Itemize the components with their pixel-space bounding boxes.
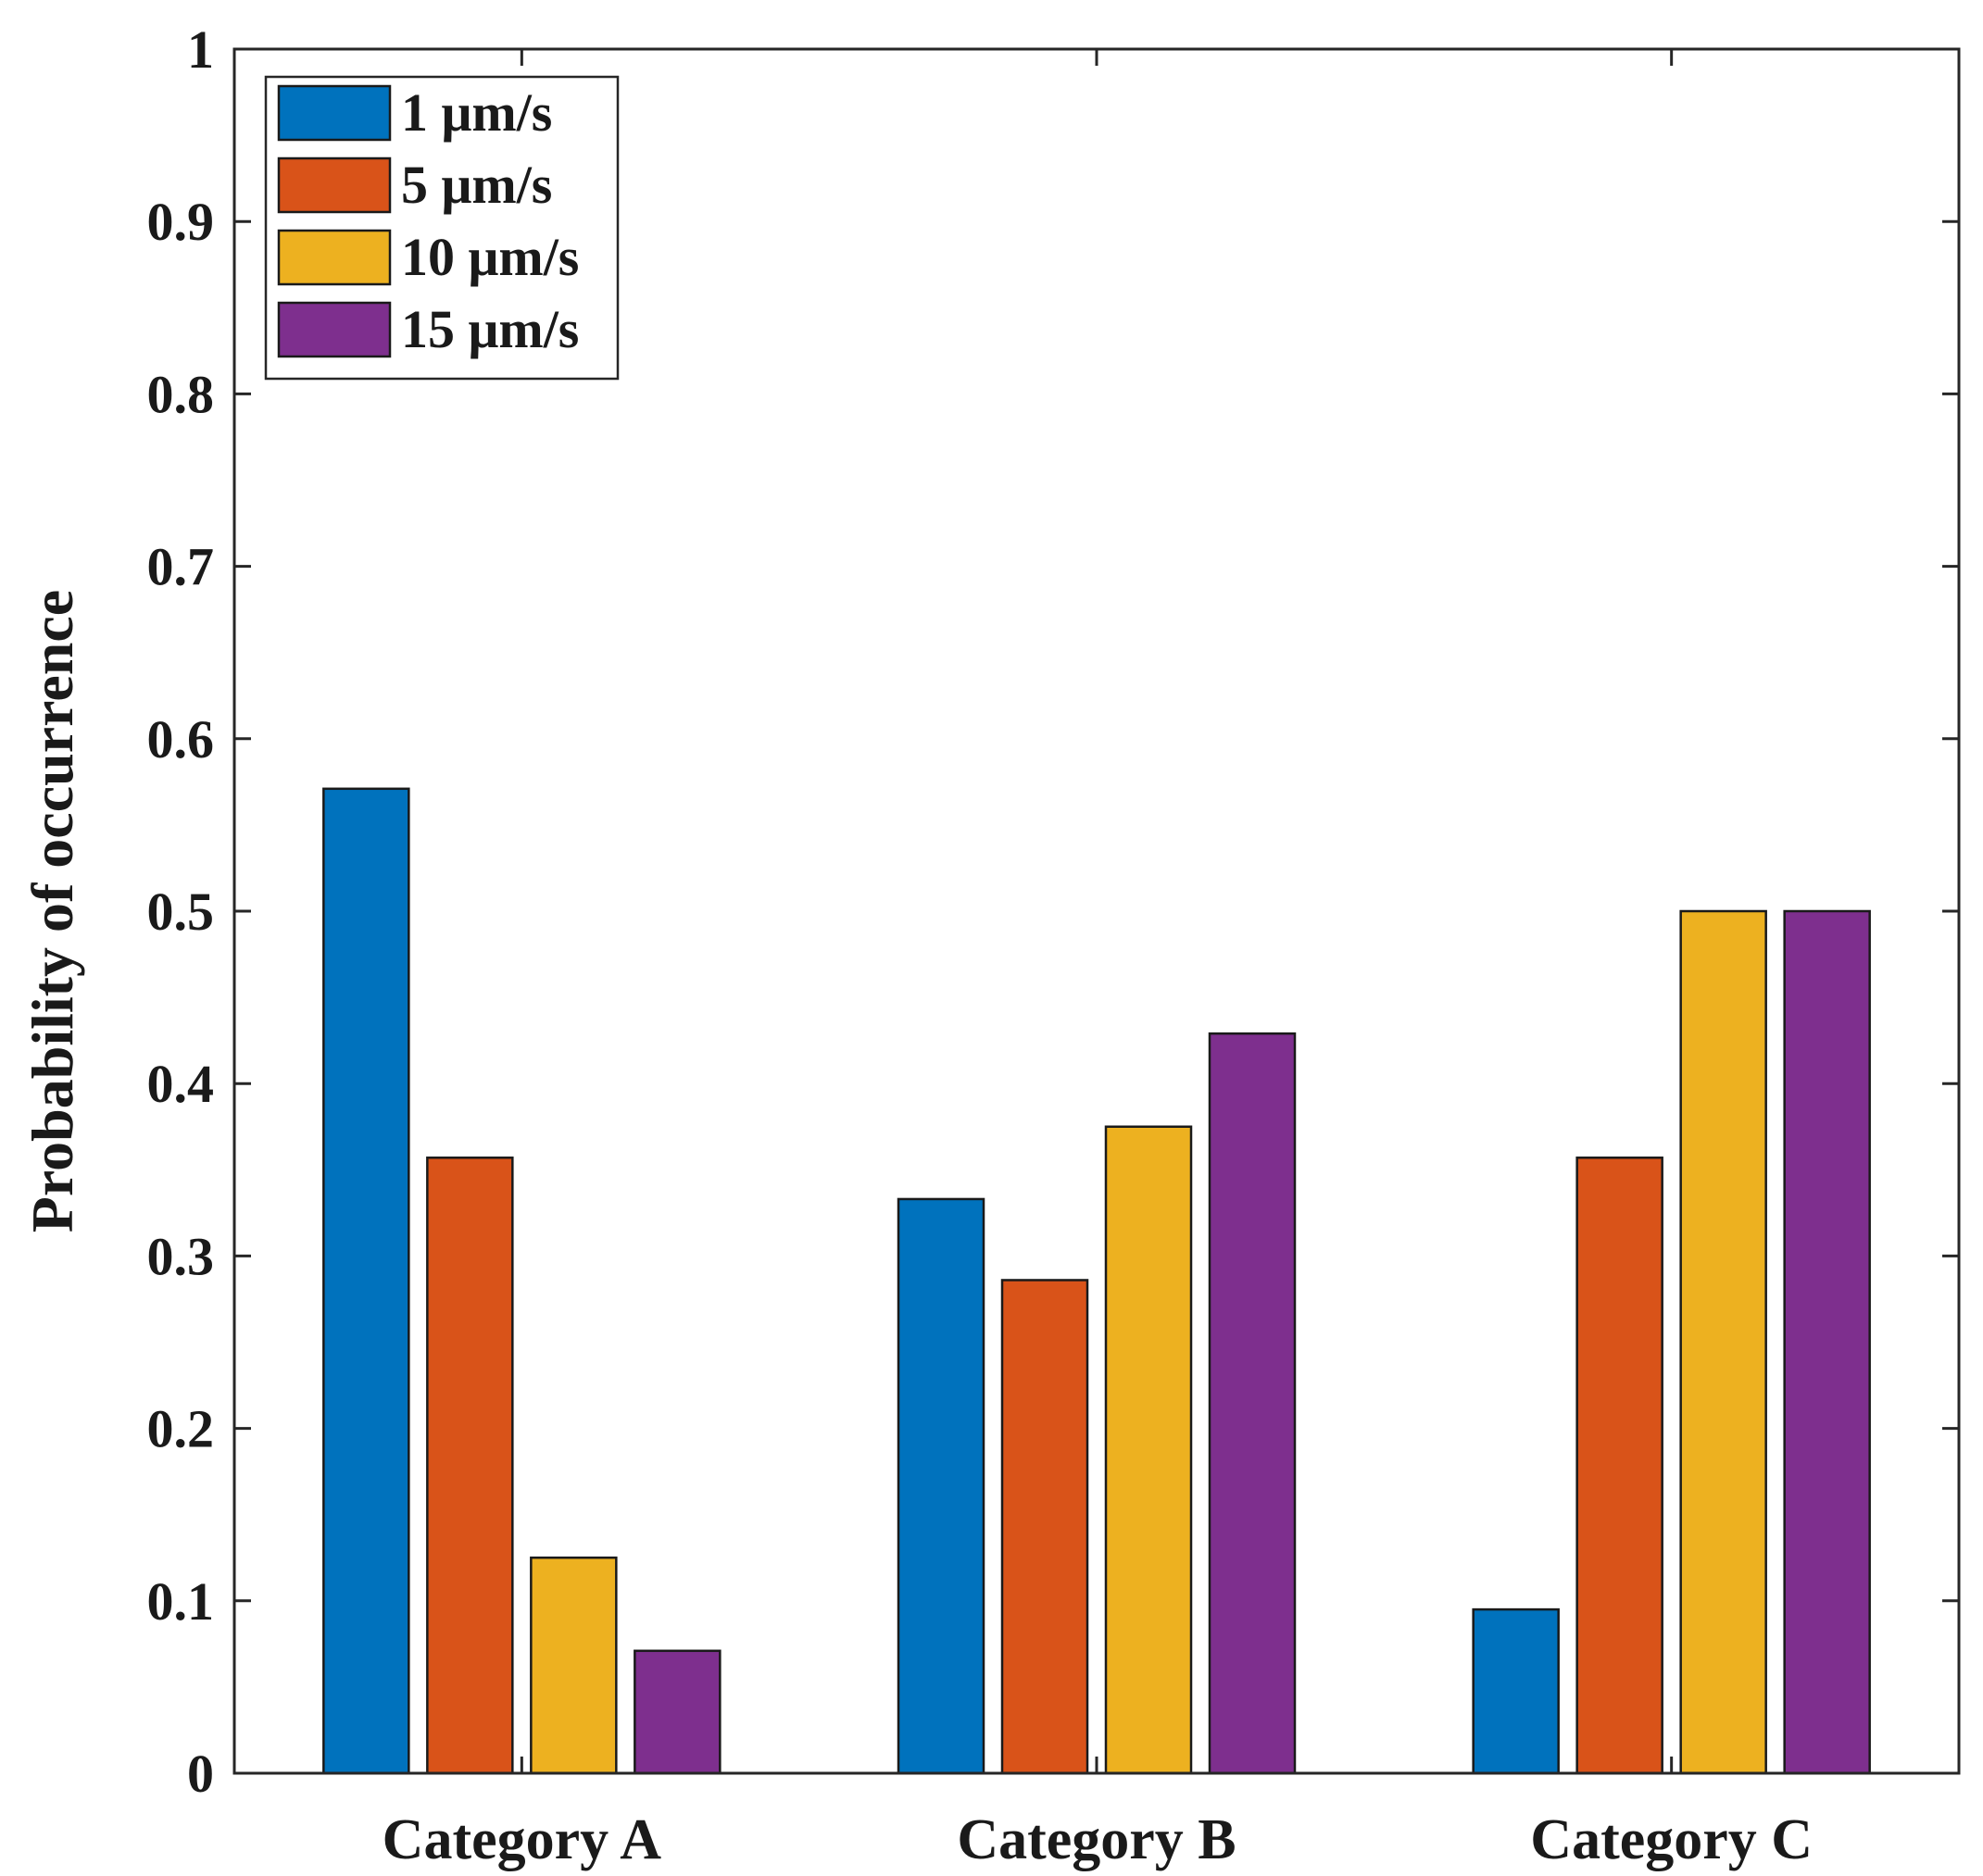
bar-category-a-series-2 [426,1157,514,1775]
x-category-label: Category B [957,1808,1236,1871]
legend-label: 15 μm/s [401,299,579,359]
x-category-label: Category C [1530,1808,1813,1871]
bar-category-c-series-4 [1783,909,1871,1775]
bar-category-b-series-4 [1208,1032,1297,1775]
legend-label: 1 μm/s [401,82,552,143]
bar-category-c-series-1 [1472,1607,1560,1775]
bar-category-a-series-3 [530,1557,618,1775]
y-tick-label: 0.6 [147,709,215,769]
y-tick-label: 1 [187,19,214,80]
legend-label: 5 μm/s [401,155,552,215]
y-tick-label: 0.7 [147,537,215,597]
plot-frame [232,47,1961,1775]
x-category-label: Category A [383,1808,662,1871]
y-tick-label: 0.2 [147,1399,215,1459]
y-tick-label: 0.5 [147,882,215,942]
legend-label: 10 μm/s [401,227,579,287]
legend-swatch [277,229,392,286]
bar-category-b-series-1 [897,1197,985,1775]
bar-category-a-series-4 [634,1649,722,1775]
y-tick-label: 0.8 [147,364,215,424]
y-tick-label: 0.4 [147,1054,215,1114]
y-tick-label: 0 [187,1744,214,1804]
y-tick-label: 0.3 [147,1226,215,1286]
legend-swatch [277,156,392,214]
bar-category-c-series-3 [1679,909,1767,1775]
bar-category-b-series-2 [1000,1279,1089,1775]
legend-swatch [277,301,392,358]
y-tick-label: 0.9 [147,192,215,252]
bar-category-c-series-2 [1575,1157,1663,1775]
bar-category-a-series-1 [322,787,410,1775]
legend-swatch [277,84,392,142]
bar-category-b-series-3 [1104,1125,1193,1775]
y-tick-label: 0.1 [147,1571,215,1632]
y-axis-title: Probability of occurrence [19,590,85,1232]
